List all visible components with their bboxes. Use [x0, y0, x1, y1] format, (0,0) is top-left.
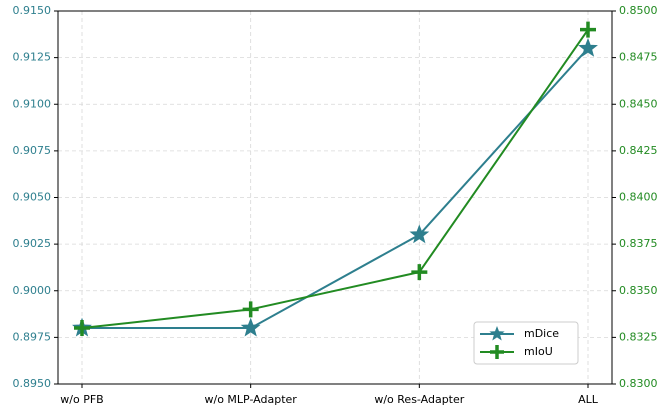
x-tick-label: w/o Res-Adapter	[374, 393, 464, 406]
legend-label: mIoU	[524, 345, 553, 358]
plot-frame	[57, 10, 613, 385]
y2-tick-label: 0.8450	[619, 97, 658, 110]
x-tick-label: ALL	[578, 393, 599, 406]
series-line	[82, 47, 589, 330]
plus-marker	[411, 264, 428, 281]
x-tick-label: w/o MLP-Adapter	[205, 393, 298, 406]
plus-marker	[242, 301, 259, 318]
y-tick-label: 0.9125	[13, 51, 52, 64]
y-tick-label: 0.8975	[13, 330, 52, 343]
y-tick-label: 0.9150	[13, 4, 52, 17]
plus-marker	[580, 21, 596, 38]
plus-marker	[74, 320, 90, 337]
y-tick-label: 0.8950	[13, 377, 52, 390]
y-tick-label: 0.9100	[13, 97, 52, 110]
series-line	[81, 29, 589, 330]
y-tick-label: 0.9075	[13, 144, 52, 157]
legend-marker	[490, 345, 504, 359]
star-marker	[409, 224, 430, 244]
y2-tick-label: 0.8375	[619, 237, 658, 250]
y-tick-label: 0.9025	[13, 237, 52, 250]
legend-marker	[489, 326, 505, 341]
y2-tick-label: 0.8325	[619, 330, 658, 343]
y2-tick-label: 0.8300	[619, 377, 658, 390]
y2-tick-label: 0.8400	[619, 191, 658, 204]
y2-tick-label: 0.8350	[619, 284, 658, 297]
y2-tick-label: 0.8500	[619, 4, 658, 17]
legend-label: mDice	[524, 327, 559, 340]
star-marker	[578, 37, 598, 57]
y2-tick-label: 0.8475	[619, 51, 658, 64]
x-tick-label: w/o PFB	[60, 393, 103, 406]
star-marker	[240, 317, 261, 337]
y2-tick-label: 0.8425	[619, 144, 658, 157]
y-tick-label: 0.9000	[13, 284, 52, 297]
y-tick-label: 0.9050	[13, 191, 52, 204]
